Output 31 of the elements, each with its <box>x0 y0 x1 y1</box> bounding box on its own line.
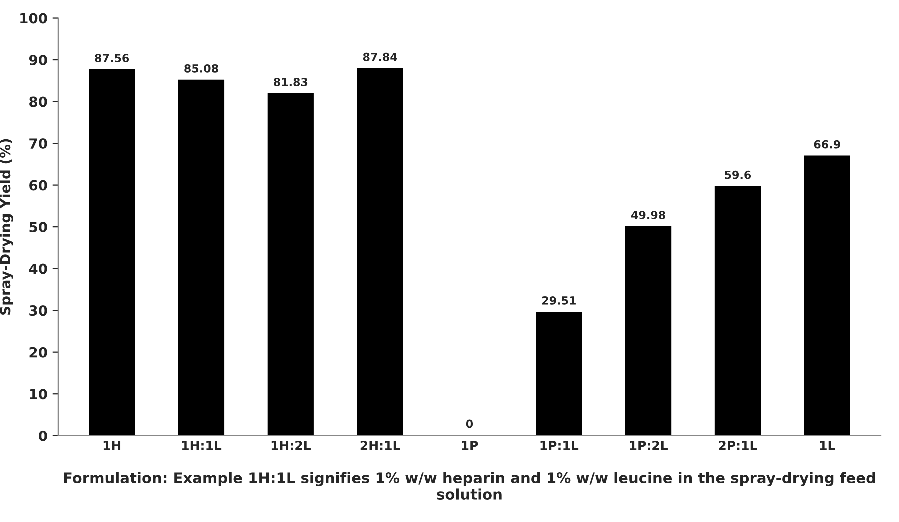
y-tick-label: 60 <box>30 180 48 191</box>
y-tick-label: 20 <box>30 347 48 358</box>
y-tick-label: 40 <box>29 264 48 274</box>
data-label: 87.84 <box>363 52 398 62</box>
x-tick-label: 1H:2L <box>272 440 311 450</box>
x-tick-label: 1H:1L <box>182 441 222 450</box>
y-tick-label: 70 <box>30 138 48 150</box>
y-tick-label: 90 <box>29 55 48 66</box>
y-tick-label: 100 <box>20 13 48 24</box>
x-tick-label: 1P <box>462 441 478 450</box>
y-tick-label: 50 <box>30 222 48 233</box>
x-axis-title: Formulation: Example 1H:1L signifies 1% w/w heparin and 1% w/w leucine in the spray-drying feed solution <box>64 472 876 500</box>
y-tick-label: 30 <box>30 306 48 316</box>
data-label: 0 <box>466 420 474 428</box>
y-tick-label: 0 <box>39 430 48 442</box>
x-tick-label: 1P:2L <box>630 440 668 450</box>
x-tick-label: 2H:1L <box>360 440 400 450</box>
data-label: 66.9 <box>814 140 840 149</box>
x-tick-label: 2P:1L <box>719 440 758 450</box>
x-tick-label: 1L <box>820 441 836 450</box>
data-label: 87.56 <box>95 54 130 63</box>
y-tick-label: 80 <box>30 96 48 108</box>
data-label: 29.51 <box>542 296 576 305</box>
y-axis-title: Spray-Drying Yield (%) <box>0 139 14 315</box>
data-label: 59.6 <box>725 170 752 180</box>
x-tick-label: 1H <box>104 441 121 450</box>
x-tick-label: 1P:1L <box>540 441 579 450</box>
y-tick-label: 10 <box>30 389 48 400</box>
data-label: 81.83 <box>274 78 308 86</box>
data-label: 49.98 <box>631 211 666 220</box>
data-label: 85.08 <box>184 64 218 73</box>
